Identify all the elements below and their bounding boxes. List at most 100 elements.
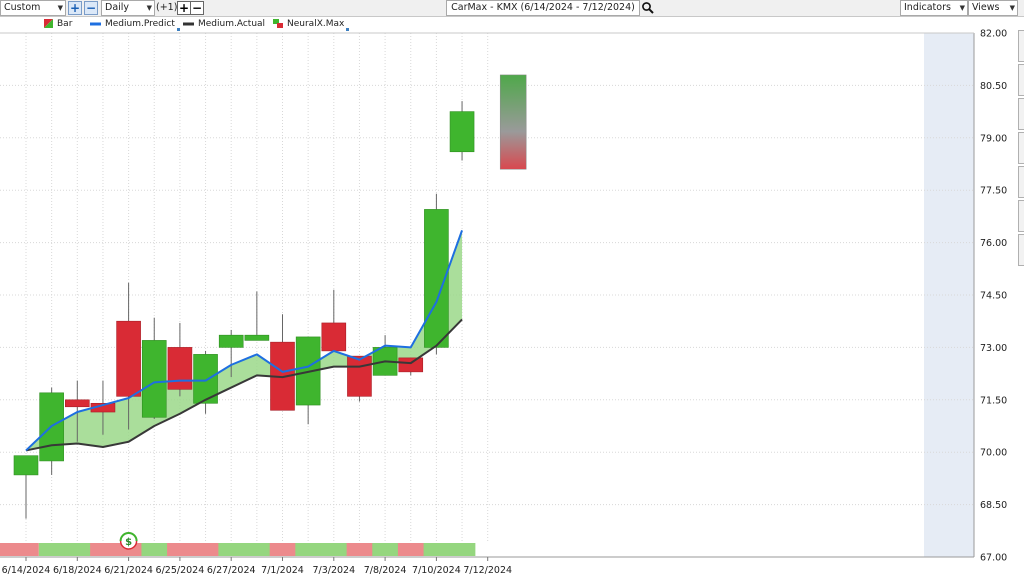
- period-select-value: Custom: [4, 2, 41, 13]
- side-panel-tabs: [1018, 30, 1024, 550]
- candle-body: [347, 355, 372, 397]
- x-tick-label: 7/3/2024: [312, 565, 355, 576]
- signal-strip-cell: [346, 543, 373, 556]
- y-tick-label: 77.50: [980, 186, 1007, 197]
- legend-label: Medium.Actual: [198, 19, 266, 29]
- indicators-label: Indicators: [904, 2, 951, 13]
- legend-item-medium-predict[interactable]: Medium.Predict: [90, 17, 180, 31]
- signal-strip-cell: [397, 543, 425, 556]
- legend-label: NeuralX.Max: [287, 19, 345, 29]
- neuralx-max-bar: [499, 74, 527, 170]
- legend-label: Bar: [57, 19, 73, 29]
- minus-icon: −: [85, 1, 97, 15]
- y-tick-label: 68.50: [980, 500, 1007, 511]
- signal-strip-cell: [320, 543, 348, 556]
- side-tab[interactable]: [1018, 166, 1024, 198]
- settings-dot-icon: [176, 28, 180, 31]
- y-tick-label: 67.00: [980, 553, 1007, 564]
- candle-body: [65, 399, 90, 408]
- chevron-down-icon: ▼: [57, 4, 63, 12]
- spread-area: [26, 230, 463, 451]
- y-tick-label: 79.00: [980, 133, 1007, 144]
- views-button[interactable]: Views ▼: [968, 0, 1018, 16]
- candle-body: [13, 455, 39, 476]
- side-tab[interactable]: [1018, 234, 1024, 266]
- candle-body: [141, 340, 167, 418]
- side-tab[interactable]: [1018, 132, 1024, 164]
- candle-body: [244, 334, 270, 341]
- plus-icon: +: [69, 1, 81, 15]
- predict-line-icon: [90, 22, 101, 25]
- minus-icon: −: [191, 1, 203, 15]
- chart-title: CarMax - KMX (6/14/2024 - 7/12/2024): [451, 2, 635, 13]
- neuralx-swatch-icon: [273, 19, 283, 28]
- legend-item-neuralx-max[interactable]: NeuralX.Max: [273, 17, 350, 31]
- signal-strip-cell: [372, 543, 399, 556]
- y-tick-label: 74.50: [980, 291, 1007, 302]
- signal-strip-cell: [38, 543, 65, 556]
- medium-predict-line: [25, 230, 463, 452]
- x-tick-label: 6/27/2024: [207, 565, 256, 576]
- plus-icon: +: [178, 1, 190, 15]
- offset-minus-button[interactable]: −: [190, 1, 204, 15]
- signal-strip-cell: [423, 543, 450, 556]
- chevron-down-icon: ▼: [959, 4, 965, 12]
- add-period-button[interactable]: +: [68, 1, 82, 15]
- x-tick-label: 6/18/2024: [53, 565, 102, 576]
- signal-strip-cell: [449, 543, 476, 556]
- side-tab[interactable]: [1018, 200, 1024, 232]
- side-tab[interactable]: [1018, 30, 1024, 62]
- candle-body: [218, 334, 244, 348]
- chevron-down-icon: ▼: [1009, 4, 1015, 12]
- x-tick-label: 7/1/2024: [261, 565, 304, 576]
- interval-select-value: Daily: [105, 2, 130, 13]
- medium-actual-line: [25, 318, 463, 452]
- candle-body: [449, 111, 475, 153]
- offset-plus-button[interactable]: +: [177, 1, 191, 15]
- toolbar: Custom ▼ + − Daily ▼ (+1) + − CarMax - K…: [0, 0, 1024, 17]
- bar-swatch-icon: [44, 19, 53, 28]
- legend-item-medium-actual[interactable]: Medium.Actual: [183, 17, 265, 31]
- candle-body: [167, 347, 193, 390]
- signal-strip-cell: [90, 543, 117, 556]
- signal-strip-cell: [167, 543, 194, 556]
- x-tick-label: 7/10/2024: [412, 565, 461, 576]
- candle-body: [398, 357, 424, 373]
- y-tick-label: 70.00: [980, 448, 1007, 459]
- y-tick-label: 73.00: [980, 343, 1007, 354]
- legend-label: Medium.Predict: [105, 19, 175, 29]
- signal-strip-cell: [295, 543, 322, 556]
- signal-strip-cell: [64, 543, 91, 556]
- settings-dot-icon: [346, 28, 350, 31]
- signal-marker-arc: [119, 532, 138, 542]
- remove-period-button[interactable]: −: [84, 1, 98, 15]
- interval-select[interactable]: Daily ▼: [101, 0, 155, 16]
- chevron-down-icon: ▼: [146, 4, 152, 12]
- chart-legend: Bar Medium.Predict Medium.Actual NeuralX…: [0, 17, 920, 31]
- period-select[interactable]: Custom ▼: [0, 0, 66, 16]
- x-tick-label: 6/25/2024: [156, 565, 205, 576]
- signal-strip-cell: [218, 543, 245, 556]
- legend-item-bar[interactable]: Bar: [44, 17, 72, 31]
- offset-label: (+1): [156, 2, 178, 13]
- actual-line-icon: [183, 22, 194, 25]
- symbol-title-field[interactable]: CarMax - KMX (6/14/2024 - 7/12/2024): [446, 0, 640, 16]
- signal-strip-cell: [269, 543, 296, 556]
- y-tick-label: 76.00: [980, 238, 1007, 249]
- side-tab[interactable]: [1018, 98, 1024, 130]
- x-tick-label: 6/14/2024: [2, 565, 51, 576]
- candle-body: [116, 320, 141, 397]
- y-tick-label: 82.00: [980, 29, 1007, 40]
- x-tick-label: 7/12/2024: [463, 565, 512, 576]
- search-icon[interactable]: [641, 1, 655, 15]
- side-tab[interactable]: [1018, 64, 1024, 96]
- signal-strip-cell: [192, 543, 219, 556]
- x-tick-label: 7/8/2024: [364, 565, 407, 576]
- y-tick-label: 80.50: [980, 81, 1007, 92]
- indicators-button[interactable]: Indicators ▼: [900, 0, 968, 16]
- signal-strip-cell: [0, 543, 39, 556]
- views-label: Views: [972, 2, 1000, 13]
- y-tick-label: 71.50: [980, 395, 1007, 406]
- x-tick-label: 6/21/2024: [104, 565, 153, 576]
